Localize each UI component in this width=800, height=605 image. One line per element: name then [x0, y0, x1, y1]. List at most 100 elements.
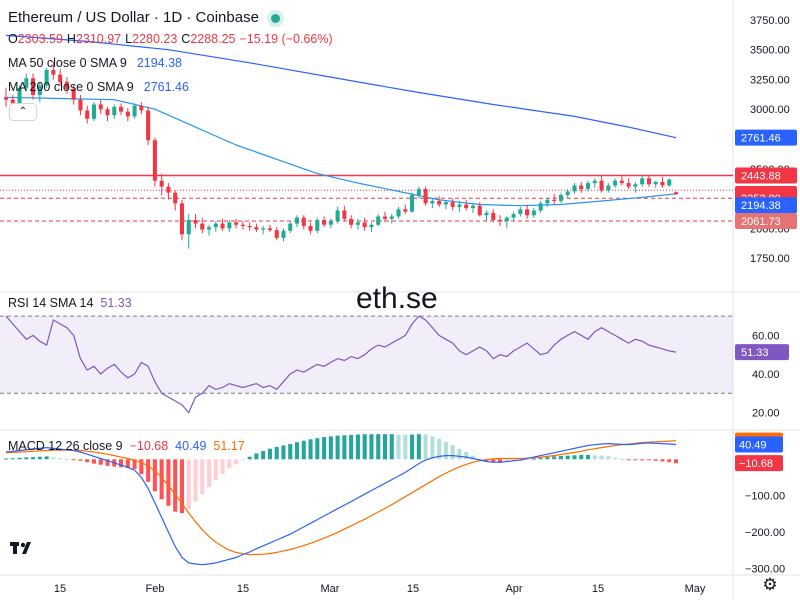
- gear-icon[interactable]: ⚙: [762, 575, 778, 594]
- ohlc-value: 2288.25: [190, 32, 236, 46]
- macd-line-value: 40.49: [175, 439, 207, 453]
- macd-histogram-bar: [267, 448, 272, 460]
- candle-body: [10, 99, 15, 104]
- rsi-line: [5, 315, 677, 414]
- macd-histogram-bar: [450, 445, 455, 460]
- macd-histogram-bar: [132, 459, 137, 470]
- macd-histogram-bar: [525, 459, 530, 461]
- candle-body: [389, 216, 394, 219]
- candle-body: [396, 209, 401, 217]
- candle-body: [403, 209, 408, 212]
- time-axis-label: Feb: [146, 583, 165, 595]
- candle-body: [24, 78, 29, 88]
- ma200-value: 2761.46: [143, 80, 189, 94]
- macd-histogram-bar: [349, 434, 354, 460]
- price-axis-badge: 2194.38: [735, 197, 797, 214]
- macd-histogram-bar: [91, 459, 97, 464]
- rsi-legend[interactable]: RSI 14 SMA 14 51.33: [8, 296, 132, 310]
- candle-body: [599, 180, 604, 191]
- macd-histogram-bar: [335, 435, 340, 460]
- macd-histogram-bar: [37, 456, 42, 460]
- candle-body: [220, 223, 225, 229]
- macd-line: [5, 442, 677, 566]
- chevron-up-icon[interactable]: ⌃: [9, 103, 37, 121]
- candle-body: [585, 183, 591, 190]
- candle-body: [200, 223, 205, 230]
- macd-histogram-bar: [119, 459, 124, 468]
- macd-legend[interactable]: MACD 12 26 close 9 −10.68 40.49 51.17: [8, 439, 245, 453]
- macd-histogram-bar: [125, 459, 130, 468]
- candle-body: [477, 205, 482, 216]
- macd-histogram-bar: [105, 459, 110, 466]
- candle-body: [646, 178, 651, 185]
- symbol-title-row[interactable]: Ethereum / US Dollar · 1D · Coinbase: [8, 9, 280, 26]
- macd-histogram-bar: [254, 453, 259, 460]
- macd-histogram-bar: [619, 458, 624, 460]
- macd-histogram-bar: [355, 434, 360, 460]
- candle-body: [511, 214, 516, 218]
- ma200-label: MA 200 close 0 SMA 9: [8, 80, 134, 94]
- candle-body: [85, 110, 90, 119]
- macd-histogram-bar: [322, 437, 327, 460]
- ma200-legend[interactable]: MA 200 close 0 SMA 9 2761.46: [8, 80, 189, 94]
- rsi-badge-label: 51.33: [741, 347, 769, 359]
- candle-body: [653, 181, 658, 185]
- macd-histogram-bar: [376, 434, 381, 460]
- rsi-label: RSI 14 SMA 14: [8, 296, 94, 310]
- candle-body: [281, 230, 286, 238]
- macd-histogram-bar: [606, 456, 611, 460]
- candle-body: [247, 225, 252, 228]
- candle-body: [119, 106, 124, 112]
- macd-histogram-bar: [410, 434, 415, 460]
- macd-histogram-bar: [369, 434, 374, 460]
- candle-body: [3, 97, 9, 100]
- rsi-tick-label: 40.00: [752, 369, 780, 381]
- candle-body: [376, 216, 381, 225]
- macd-tick-label: −200.00: [745, 527, 785, 539]
- price-tick-label: 3250.00: [750, 74, 790, 86]
- ohlc-legend: O2303.59 H2310.97 L2280.23 C2288.25 −15.19 (…: [8, 32, 337, 46]
- tradingview-logo-icon[interactable]: [10, 540, 40, 560]
- macd-histogram-bar: [362, 434, 367, 460]
- candle-body: [186, 220, 191, 235]
- macd-histogram-bar: [213, 459, 218, 480]
- candle-body: [213, 223, 218, 228]
- candle-body: [484, 212, 489, 216]
- candle-body: [626, 183, 631, 187]
- candle-body: [78, 99, 83, 111]
- candle-body: [166, 186, 171, 193]
- candle-body: [58, 74, 63, 82]
- candle-body: [294, 217, 300, 224]
- candle-body: [382, 216, 388, 219]
- candle-body: [159, 180, 164, 187]
- candle-body: [606, 185, 611, 191]
- macd-histogram-bar: [403, 434, 408, 460]
- ma50-legend[interactable]: MA 50 close 0 SMA 9 2194.38: [8, 56, 182, 70]
- ohlc-value: −15.19 (−0.66%): [239, 32, 333, 46]
- candle-body: [267, 228, 272, 231]
- macd-histogram-bar: [430, 436, 435, 460]
- macd-histogram-bar: [159, 459, 164, 500]
- price-axis-badge: 2443.88: [735, 167, 797, 184]
- macd-histogram-bar: [585, 454, 591, 460]
- macd-badge-bg: [735, 455, 783, 472]
- time-axis-label: 15: [54, 583, 66, 595]
- candle-body: [98, 104, 103, 110]
- macd-badge-label: 40.49: [739, 440, 767, 452]
- macd-histogram-bar: [234, 459, 239, 465]
- macd-histogram-bar: [599, 455, 604, 460]
- macd-histogram-bar: [261, 450, 266, 460]
- candle-body: [592, 180, 597, 184]
- ohlc-key-c: C: [181, 32, 191, 46]
- price-axis-badge-label: 2443.88: [741, 170, 781, 182]
- macd-histogram-bar: [17, 457, 22, 460]
- candle-body: [31, 78, 36, 95]
- macd-hist-value: −10.68: [129, 439, 169, 453]
- macd-histogram-bar: [71, 459, 76, 461]
- candle-body: [538, 203, 543, 211]
- macd-badge-label: −10.68: [739, 458, 773, 470]
- macd-signal-value: 51.17: [213, 439, 245, 453]
- macd-histogram-bar: [152, 459, 157, 492]
